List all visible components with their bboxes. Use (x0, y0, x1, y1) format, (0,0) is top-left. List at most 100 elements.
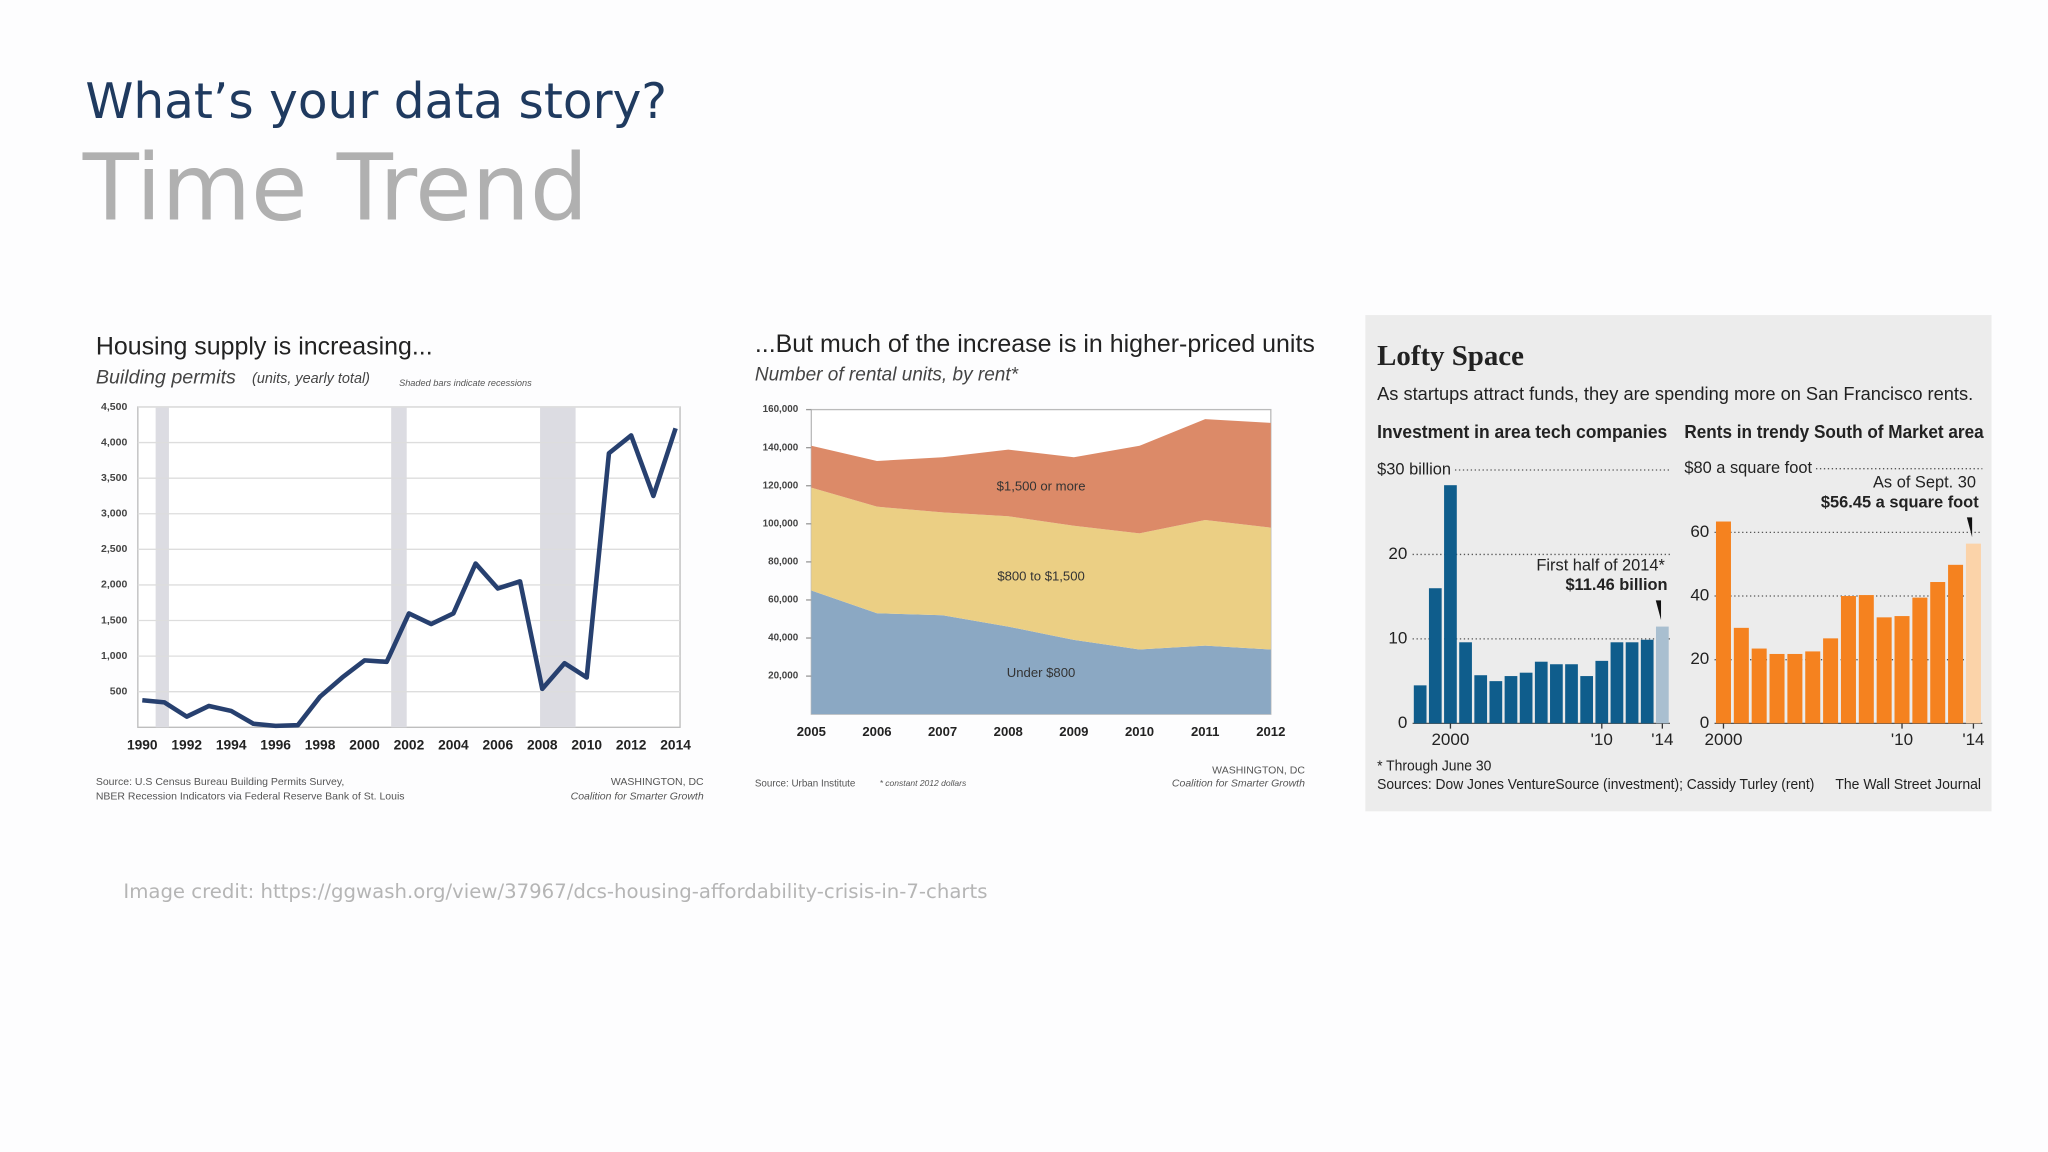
footnote: * Through June 30 (1377, 758, 1491, 775)
chart-units: (units, yearly total) (252, 371, 370, 387)
area (811, 590, 1271, 715)
bar (1876, 617, 1892, 724)
x-tick-label: 2008 (994, 724, 1023, 739)
y-tick-label: 0 (1398, 713, 1407, 732)
x-tick-label: 2011 (1191, 724, 1219, 739)
bar (1805, 651, 1821, 724)
y-tick-label: $80 a square foot (1684, 459, 1812, 477)
bar (1965, 543, 1981, 724)
source: Source: U.S Census Bureau Building Permi… (96, 776, 344, 788)
bar (1550, 664, 1563, 724)
bar (1474, 675, 1488, 724)
image-credit: Image credit: https://ggwash.org/view/37… (123, 880, 987, 903)
source: * constant 2012 dollars (880, 778, 967, 788)
y-tick-label: 160,000 (763, 404, 799, 415)
chart-title: Rents in trendy South of Market area (1684, 421, 1984, 442)
bar (1894, 616, 1910, 724)
series-label: $800 to $1,500 (997, 569, 1084, 584)
bar (1595, 660, 1609, 724)
y-tick-label: 1,500 (101, 614, 127, 626)
source: NBER Recession Indicators via Federal Re… (96, 791, 405, 803)
x-tick-label: 2012 (616, 737, 647, 752)
annotation: $11.46 billion (1565, 576, 1667, 594)
x-tick-label: 2000 (349, 737, 380, 752)
bar (1459, 642, 1472, 724)
bar (1504, 676, 1518, 724)
x-tick-label: 2007 (928, 724, 957, 739)
x-tick-label: '14 (1962, 730, 1984, 749)
chart-subtitle: Building permits (96, 366, 236, 388)
annotation: As of Sept. 30 (1873, 474, 1976, 492)
x-tick-label: 2002 (394, 737, 425, 752)
y-tick-label: 3,500 (101, 472, 127, 484)
sources: Sources: Dow Jones VentureSource (invest… (1377, 776, 1814, 793)
series-label: $1,500 or more (997, 479, 1086, 494)
y-tick-label: 40,000 (768, 633, 799, 644)
heading: What’s your data story? (85, 74, 667, 130)
y-tick-label: 1,000 (101, 650, 127, 662)
chart-note: Shaded bars indicate recessions (399, 378, 532, 388)
x-tick-label: '10 (1891, 730, 1913, 749)
x-tick-label: 1996 (260, 737, 291, 752)
bar (1930, 582, 1946, 724)
chart-2-texts: ...But much of the increase is in higher… (755, 330, 1315, 790)
bar (1733, 627, 1749, 724)
x-tick-label: 2006 (862, 724, 891, 739)
y-tick-label: 2,500 (101, 543, 127, 555)
bar (1580, 676, 1594, 724)
y-tick-label: 2,000 (101, 579, 127, 591)
bar (1715, 521, 1731, 724)
y-tick-label: 100,000 (763, 518, 799, 529)
publisher: The Wall Street Journal (1835, 776, 1981, 793)
y-tick-label: 120,000 (763, 480, 799, 491)
series-label: Under $800 (1007, 665, 1076, 680)
y-tick-label: 140,000 (763, 442, 799, 453)
y-tick-label: 3,000 (101, 508, 127, 520)
credit: WASHINGTON, DC (1212, 764, 1305, 776)
bar (1534, 661, 1548, 724)
recession-band (540, 406, 576, 728)
x-tick-label: 2000 (1705, 730, 1743, 749)
x-tick-label: '14 (1651, 730, 1673, 749)
y-tick-label: 40 (1690, 586, 1709, 605)
x-tick-label: 2006 (483, 737, 514, 752)
y-tick-label: 20 (1690, 649, 1709, 668)
chart-title: Investment in area tech companies (1377, 421, 1667, 442)
subheading: Time Trend (82, 135, 589, 242)
y-tick-label: 4,500 (101, 401, 127, 413)
x-tick-label: 1998 (305, 737, 336, 752)
bar (1519, 672, 1533, 724)
y-tick-label: 4,000 (101, 436, 127, 448)
source: Source: Urban Institute (755, 778, 856, 789)
bar (1565, 664, 1578, 724)
credit: Coalition for Smarter Growth (571, 791, 704, 803)
panel-subtitle: As startups attract funds, they are spen… (1377, 383, 1973, 404)
x-tick-label: 2000 (1431, 730, 1469, 749)
bar (1413, 685, 1427, 724)
y-tick-label: 20 (1388, 544, 1407, 563)
line (142, 427, 678, 729)
panel-title: Lofty Space (1377, 340, 1524, 372)
x-tick-label: 2005 (797, 724, 826, 739)
credit: Coalition for Smarter Growth (1172, 778, 1305, 790)
y-tick-label: 0 (1700, 713, 1709, 732)
area (811, 487, 1271, 650)
bar (1489, 681, 1503, 724)
chart-title: Housing supply is increasing... (96, 332, 433, 360)
bar (1655, 626, 1669, 724)
chart-subtitle: Number of rental units, by rent* (755, 364, 1019, 385)
annotation: First half of 2014* (1536, 557, 1665, 575)
bar (1640, 639, 1654, 724)
x-tick-label: 1994 (216, 737, 247, 752)
recession-band (155, 406, 169, 728)
x-tick-label: 2010 (571, 737, 602, 752)
bar (1823, 638, 1839, 724)
bar (1912, 597, 1928, 724)
credit: WASHINGTON, DC (611, 776, 704, 788)
x-tick-label: 1992 (171, 737, 202, 752)
wsj-panel: Lofty Space As startups attract funds, t… (1365, 315, 1992, 812)
y-tick-label: 60,000 (768, 595, 799, 606)
bar (1787, 653, 1803, 724)
x-tick-label: '10 (1591, 730, 1613, 749)
